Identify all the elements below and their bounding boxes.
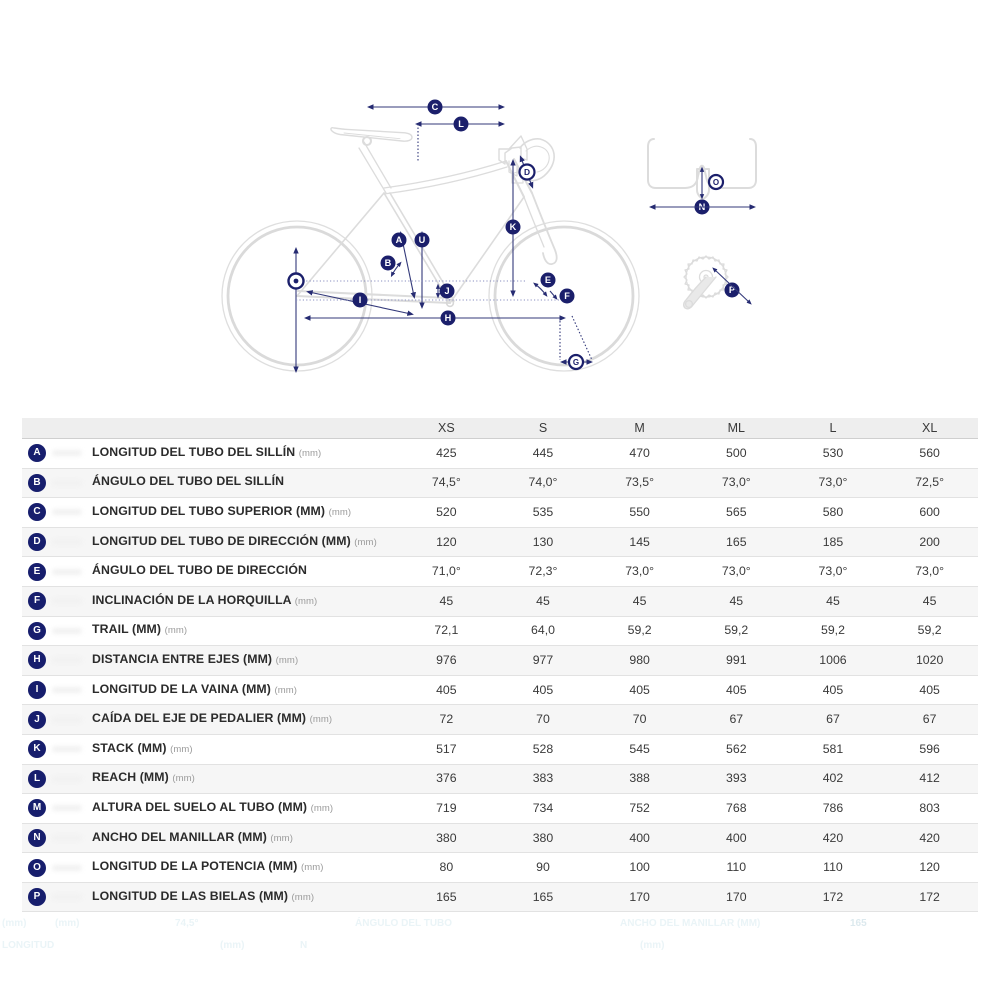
svg-text:H: H [445, 313, 452, 323]
svg-text:A: A [396, 235, 403, 245]
svg-text:O: O [713, 178, 719, 187]
svg-text:F: F [564, 291, 570, 301]
svg-text:B: B [385, 258, 392, 268]
svg-text:L: L [458, 119, 464, 129]
svg-text:U: U [419, 235, 426, 245]
svg-text:D: D [524, 167, 530, 177]
svg-text:E: E [545, 275, 551, 285]
svg-text:J: J [444, 286, 449, 296]
svg-text:I: I [359, 295, 362, 305]
svg-text:C: C [432, 102, 439, 112]
svg-text:K: K [510, 222, 517, 232]
svg-text:G: G [573, 358, 579, 367]
